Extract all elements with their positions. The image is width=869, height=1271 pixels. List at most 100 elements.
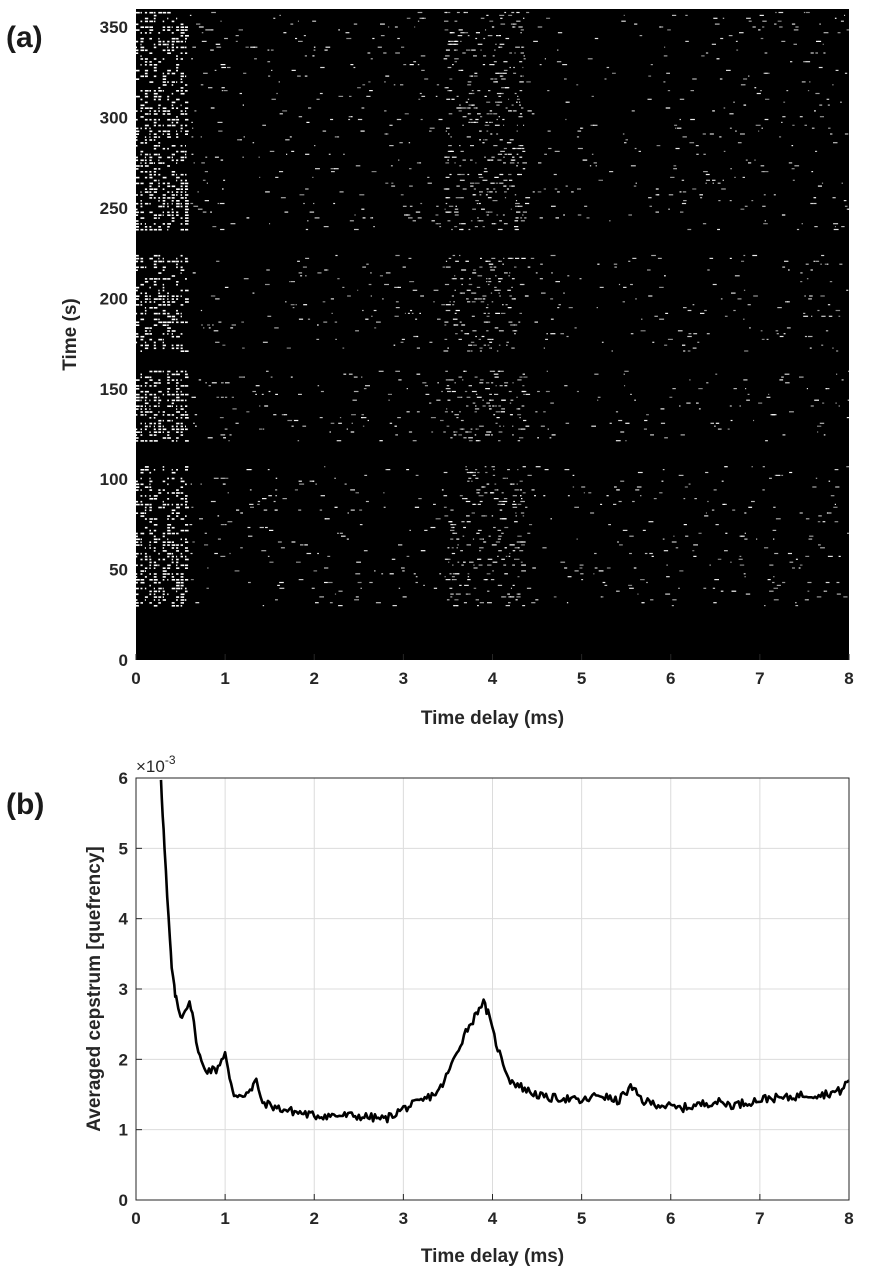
line-y-tick-label: 0 [119,1191,128,1210]
heatmap-cell-1863 [488,263,494,265]
heatmap-cell-243 [521,570,526,572]
heatmap-cell-150 [136,581,138,584]
heatmap-cell-1108 [167,405,172,407]
heatmap-cell-2797 [180,92,185,95]
heatmap-cell-446 [158,538,161,541]
heatmap-cell-252 [633,567,637,569]
heatmap-cell-3071 [499,43,505,45]
heatmap-cell-1489 [213,330,219,332]
heatmap-cell-2067 [415,211,421,213]
heatmap-cell-420 [818,544,821,546]
heatmap-cell-1027 [149,417,152,419]
heatmap-cell-3125 [487,35,493,37]
heatmap-cell-1548 [743,318,745,320]
heatmap-cell-869 [149,440,153,442]
heatmap-cell-2814 [162,90,164,92]
heatmap-cell-1646 [185,301,189,303]
heatmap-cell-997 [176,422,180,425]
heatmap-cell-435 [192,541,195,543]
heatmap-cell-2302 [742,176,745,178]
heatmap-cell-2794 [144,92,148,95]
heatmap-cell-2831 [471,90,474,92]
heatmap-cell-1460 [693,333,698,335]
heatmap-cell-765 [688,483,691,485]
heatmap-cell-1439 [492,338,494,340]
heatmap-cell-1401 [498,344,501,346]
heatmap-cell-2196 [185,191,187,193]
heatmap-cell-269 [167,564,171,567]
heatmap-cell-2145 [843,200,847,202]
heatmap-cell-2783 [167,95,170,98]
heatmap-y-tick-label: 150 [100,380,128,399]
heatmap-cell-1409 [506,344,508,346]
heatmap-cell-1364 [467,350,471,352]
heatmap-cell-83 [180,593,185,596]
heatmap-cell-1692 [176,295,179,297]
heatmap-cell-465 [153,535,156,538]
heatmap-cell-3162 [758,29,761,31]
heatmap-cell-1602 [362,309,364,312]
heatmap-cell-1630 [558,304,561,306]
heatmap-cell-2807 [815,92,820,95]
heatmap-cell-444 [140,538,142,541]
heatmap-cell-2252 [140,182,144,185]
heatmap-cell-3029 [210,49,214,51]
heatmap-cell-386 [176,547,179,549]
heatmap-cell-812 [572,474,575,476]
heatmap-cell-888 [162,437,167,439]
heatmap-cell-2490 [389,145,394,147]
heatmap-cell-402 [136,544,140,546]
heatmap-cell-3203 [353,23,358,25]
heatmap-cell-1547 [365,318,369,320]
heatmap-cell-1836 [647,269,651,271]
heatmap-cell-1411 [144,341,147,344]
heatmap-cell-1870 [140,260,144,263]
heatmap-cell-1187 [136,393,140,396]
heatmap-cell-1177 [194,396,196,398]
heatmap-cell-2424 [242,156,244,158]
heatmap-cell-567 [176,515,179,517]
heatmap-cell-1419 [262,341,268,343]
heatmap-x-tick-label: 1 [220,669,229,688]
heatmap-cell-3170 [205,29,210,31]
heatmap-cell-647 [257,503,260,505]
heatmap-cell-565 [140,515,145,517]
heatmap-cell-1632 [747,304,751,306]
heatmap-cell-2838 [501,87,506,89]
heatmap-cell-1369 [496,350,499,352]
heatmap-cell-263 [594,567,598,569]
heatmap-cell-234 [144,570,146,572]
heatmap-cell-2645 [185,118,189,121]
heatmap-cell-337 [693,555,697,557]
heatmap-cell-1641 [149,301,152,303]
heatmap-cell-1224 [522,390,525,393]
heatmap-cell-445 [153,538,158,541]
heatmap-cell-404 [149,544,151,546]
heatmap-cell-1633 [692,304,695,306]
heatmap-cell-998 [180,422,183,425]
heatmap-cell-1968 [136,223,139,225]
heatmap-cell-2744 [242,104,244,106]
heatmap-cell-1924 [459,254,461,257]
heatmap-cell-363 [649,552,653,555]
heatmap-cell-1571 [144,312,147,315]
heatmap-cell-1798 [498,278,500,280]
heatmap-cell-2634 [473,121,479,123]
heatmap-cell-2407 [220,159,224,161]
heatmap-cell-2746 [511,104,514,106]
heatmap-cell-174 [162,579,165,581]
heatmap-cell-125 [398,587,401,589]
heatmap-cell-1371 [687,350,691,352]
heatmap-cell-390 [240,547,243,549]
heatmap-cell-312 [514,558,516,560]
heatmap-cell-2894 [268,75,271,77]
heatmap-cell-130 [433,587,438,589]
heatmap-cell-405 [162,544,166,546]
heatmap-cell-11 [392,605,397,607]
heatmap-cell-2632 [306,121,310,123]
heatmap-cell-1184 [766,396,771,398]
heatmap-cell-823 [789,471,793,474]
heatmap-cell-1909 [480,257,482,259]
heatmap-cell-3044 [153,46,157,49]
heatmap-cell-1024 [287,419,293,422]
